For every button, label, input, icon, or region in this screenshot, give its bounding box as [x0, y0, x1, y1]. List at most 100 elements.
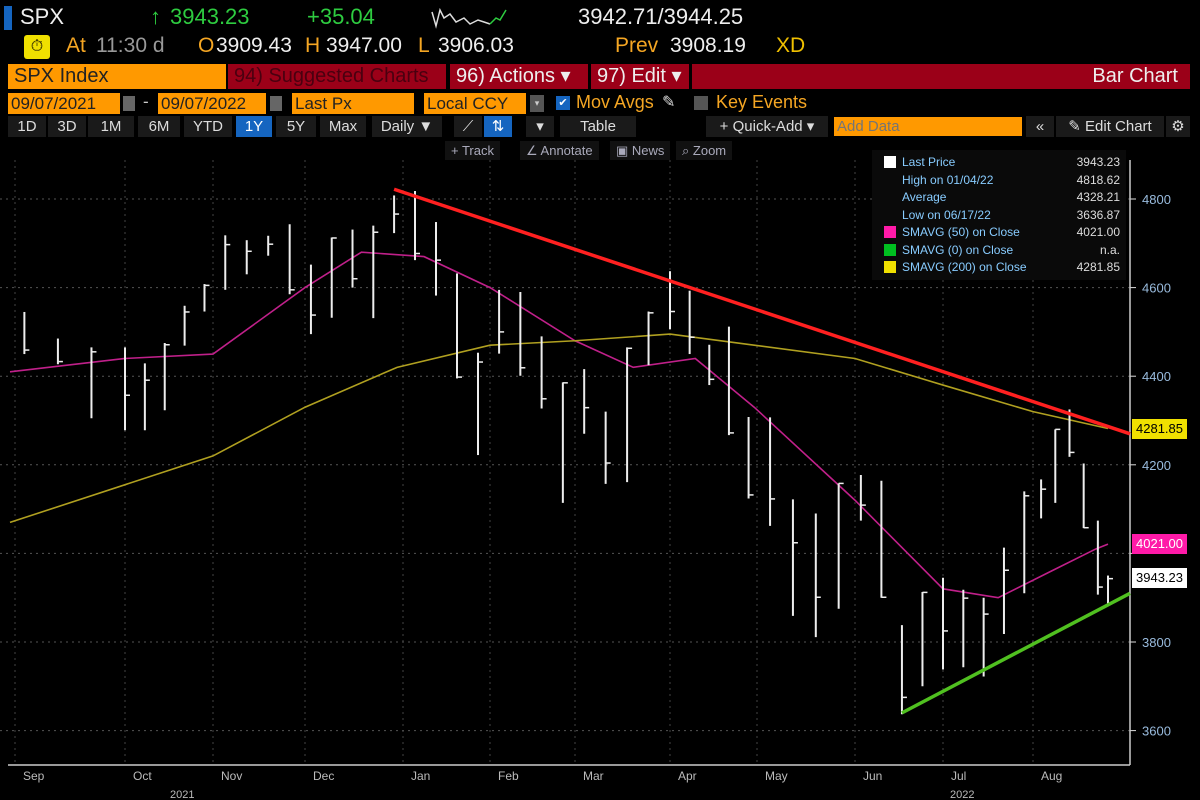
date-separator: - [143, 92, 149, 111]
frequency-select[interactable]: Daily ▼ [372, 116, 442, 137]
legend-value: n.a. [1099, 242, 1120, 257]
high-value: 3947.00 [326, 34, 402, 57]
moving-average-line [9, 333, 1109, 524]
legend-label: SMAVG (50) on Close [902, 225, 1020, 239]
open-label: O [198, 34, 215, 57]
period-1m[interactable]: 1M [88, 116, 134, 137]
gear-icon[interactable]: ⚙ [1166, 116, 1190, 137]
up-arrow-icon: ↑ [150, 4, 161, 29]
add-data-input[interactable] [834, 117, 1022, 136]
period-max[interactable]: Max [320, 116, 366, 137]
field-select[interactable]: Last Px [292, 93, 414, 114]
suggested-charts-button[interactable]: 94) Suggested Charts [228, 64, 446, 89]
legend-value: 3636.87 [1076, 207, 1120, 222]
x-tick-label: Mar [583, 769, 604, 783]
last-price: 3943.23 [170, 4, 250, 29]
ticker: SPX [20, 4, 65, 29]
security-marker [4, 6, 12, 30]
y-tick-label: 3800 [1142, 635, 1171, 650]
mov-avgs-label: Mov Avgs [576, 92, 654, 112]
currency-dropdown-icon[interactable]: ▾ [530, 95, 544, 112]
legend-label: Average [902, 190, 947, 204]
period-6m[interactable]: 6M [138, 116, 180, 137]
start-date-input[interactable]: 09/07/2021 [8, 93, 120, 114]
legend-item: Average 4328.21 [902, 189, 1124, 206]
quick-add-button[interactable]: + Quick-Add ▾ [706, 116, 828, 137]
year-label: 2021 [170, 789, 194, 800]
legend-swatch [884, 226, 896, 238]
legend-value: 4328.21 [1076, 190, 1120, 204]
annotate-button[interactable]: ∠ Annotate [520, 141, 599, 160]
y-tick-label: 3600 [1142, 724, 1171, 739]
net-change: +35.04 [307, 4, 375, 29]
end-date-input[interactable]: 09/07/2022 [158, 93, 266, 114]
legend-item: Low on 06/17/22 3636.87 [902, 207, 1124, 224]
actions-menu[interactable]: 96) Actions ▾ [450, 64, 588, 89]
edit-chart-button[interactable]: ✎ Edit Chart [1056, 116, 1164, 137]
legend-item: SMAVG (50) on Close 4021.00 [884, 224, 1124, 241]
low-value: 3906.03 [438, 34, 514, 57]
x-tick-label: Apr [678, 769, 697, 783]
low-label: L [418, 34, 430, 57]
legend-value: 4021.00 [1076, 225, 1120, 239]
edit-menu[interactable]: 97) Edit ▾ [591, 64, 689, 89]
period-1y[interactable]: 1Y [236, 116, 272, 137]
collapse-button[interactable]: « [1026, 116, 1054, 137]
x-tick-label: Jan [411, 769, 430, 783]
key-events-label: Key Events [716, 92, 808, 112]
track-button[interactable]: + Track [445, 141, 500, 160]
legend-item: SMAVG (200) on Close 4281.85 [884, 259, 1124, 276]
x-tick-label: Aug [1041, 769, 1062, 783]
trendline [393, 187, 1131, 436]
xd-flag: XD [776, 34, 806, 57]
security-input[interactable]: SPX Index [8, 64, 226, 89]
period-3d[interactable]: 3D [48, 116, 86, 137]
sparkline-icon [431, 7, 507, 29]
chart-type-label: Bar Chart [692, 64, 1190, 89]
x-tick-label: Feb [498, 769, 519, 783]
period-1d[interactable]: 1D [8, 116, 46, 137]
prev-label: Prev [615, 34, 659, 57]
bar-chart-icon[interactable]: ⇅ [484, 116, 512, 137]
table-button[interactable]: Table [560, 116, 636, 137]
mov-avgs-checkbox[interactable]: ✔ [556, 96, 570, 110]
last-price-tag: 3943.23 [1132, 568, 1187, 588]
year-label: 2022 [950, 789, 974, 800]
high-label: H [305, 34, 321, 57]
key-events-checkbox[interactable] [694, 96, 708, 110]
ma200-price-tag: 4281.85 [1132, 419, 1187, 439]
prev-value: 3908.19 [670, 34, 746, 57]
moving-average-line [9, 251, 1109, 599]
legend-swatch [884, 243, 896, 256]
chart-style-dropdown-icon[interactable]: ▾ [526, 116, 554, 137]
calendar-icon[interactable] [270, 96, 282, 111]
legend-label: SMAVG (200) on Close [902, 260, 1027, 274]
currency-select[interactable]: Local CCY [424, 93, 526, 114]
legend-item: High on 01/04/22 4818.62 [902, 172, 1124, 189]
x-tick-label: May [765, 769, 788, 783]
x-tick-label: Jun [863, 769, 882, 783]
zoom-button[interactable]: ⌕ Zoom [676, 141, 733, 160]
x-tick-label: Dec [313, 769, 334, 783]
calendar-icon[interactable] [123, 96, 135, 111]
period-ytd[interactable]: YTD [184, 116, 232, 137]
x-tick-label: Oct [133, 769, 152, 783]
price-chart[interactable]: 3600 3800 4200 4400 4600 4800 Sep Oct Nov Dec Jan F… [0, 160, 1200, 800]
news-button[interactable]: ▣ News [610, 141, 671, 160]
y-tick-label: 4200 [1142, 458, 1171, 473]
ma50-price-tag: 4021.00 [1132, 534, 1187, 554]
legend: Last Price 3943.23 High on 01/04/22 4818.62… [872, 150, 1126, 280]
quote-time: 11:30 d [96, 34, 165, 57]
trendline [901, 591, 1131, 715]
line-chart-icon[interactable]: ⟋ [454, 116, 482, 137]
pencil-icon[interactable]: ✎ [662, 94, 676, 111]
open-value: 3909.43 [216, 34, 292, 57]
legend-swatch [884, 261, 896, 273]
legend-label: Last Price [902, 155, 956, 169]
legend-label: Low on 06/17/22 [902, 207, 991, 222]
x-tick-label: Jul [951, 769, 966, 783]
legend-label: SMAVG (0) on Close [902, 242, 1014, 257]
legend-item: SMAVG (0) on Close n.a. [884, 242, 1124, 259]
legend-value: 3943.23 [1076, 155, 1120, 169]
period-5y[interactable]: 5Y [276, 116, 316, 137]
